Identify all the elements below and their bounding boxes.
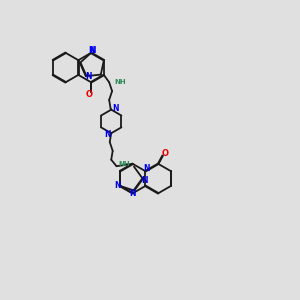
- Text: N: N: [85, 72, 92, 81]
- Text: NH: NH: [114, 79, 126, 85]
- Text: N: N: [143, 164, 149, 173]
- Text: N: N: [89, 46, 96, 55]
- Text: N: N: [142, 176, 148, 185]
- Text: O: O: [161, 149, 168, 158]
- Text: N: N: [88, 46, 94, 55]
- Text: O: O: [85, 90, 92, 99]
- Text: N: N: [114, 181, 120, 190]
- Text: N: N: [112, 104, 119, 113]
- Text: NH: NH: [118, 161, 130, 167]
- Text: N: N: [129, 189, 136, 198]
- Text: N: N: [104, 130, 110, 139]
